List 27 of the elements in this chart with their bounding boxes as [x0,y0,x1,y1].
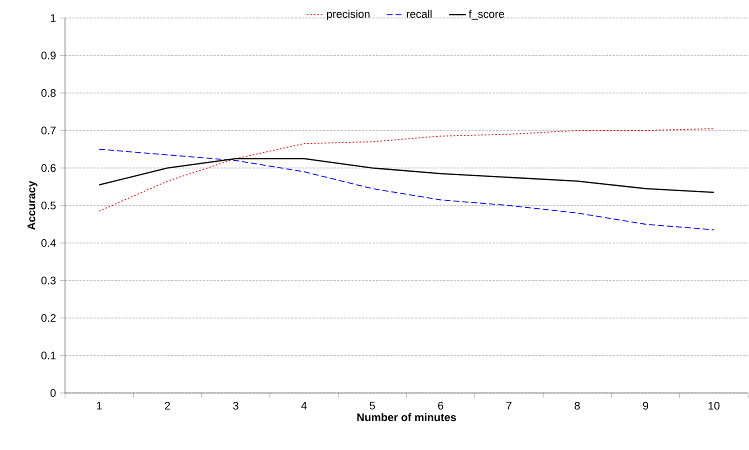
x-tick-label: 5 [370,402,375,410]
y-tick-label: 0.7 [41,126,56,134]
legend-label: f_score [468,10,504,20]
x-tick-label: 1 [96,402,102,410]
y-tick-label: 1 [50,14,56,22]
y-axis-title: Accuracy [28,180,38,230]
legend-label: precision [327,10,370,20]
y-tick-label: 0.8 [41,89,56,97]
x-tick-label: 3 [233,402,238,410]
y-tick-label: 0.9 [41,52,56,60]
y-tick-label: 0.2 [41,314,56,322]
x-tick-label: 2 [164,402,170,410]
y-tick-label: 0.3 [41,276,56,284]
y-tick-label: 0.1 [41,352,56,360]
x-tick-label: 6 [438,402,444,410]
legend-label: recall [406,10,432,18]
x-tick-label: 9 [643,402,648,410]
y-tick-label: 0 [50,389,56,397]
x-tick-label: 8 [574,402,580,410]
x-tick-label: 10 [708,402,720,410]
x-tick-label: 4 [301,402,307,410]
y-tick-label: 0.4 [41,239,56,247]
y-tick-label: 0.6 [41,164,56,172]
line-series [98,128,714,212]
x-tick-label: 7 [506,402,512,410]
y-tick-label: 0.5 [41,202,56,210]
x-axis-title: Number of minutes [357,413,456,422]
